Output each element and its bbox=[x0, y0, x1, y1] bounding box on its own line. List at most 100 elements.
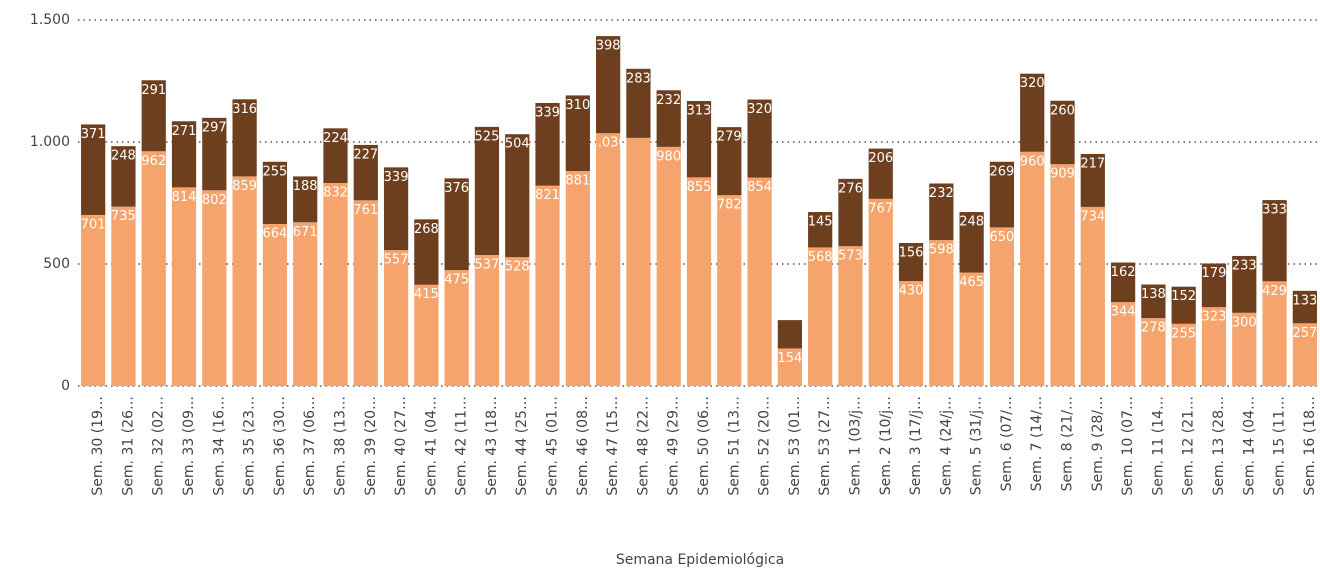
data-label: 528 bbox=[505, 260, 530, 275]
data-label: 980 bbox=[656, 149, 681, 164]
bar-segment bbox=[202, 190, 227, 386]
bar-segment bbox=[505, 134, 530, 258]
data-label: 671 bbox=[293, 225, 318, 240]
bar-segment bbox=[1262, 200, 1287, 282]
x-tick-label: Sem. 4 (24/j… bbox=[938, 396, 954, 495]
x-tick-label: Sem. 50 (06… bbox=[696, 396, 712, 496]
x-tick-label: Sem. 14 (04… bbox=[1241, 396, 1257, 496]
bar-segment bbox=[1020, 151, 1045, 386]
x-tick-label: Sem. 53 (01… bbox=[787, 396, 803, 496]
bar-segment bbox=[232, 176, 257, 386]
data-label: 278 bbox=[1141, 321, 1166, 336]
bar-segment bbox=[353, 200, 378, 386]
data-label: 217 bbox=[1080, 156, 1105, 171]
bar-segment bbox=[959, 272, 984, 386]
data-label: 333 bbox=[1262, 203, 1287, 218]
bar-segment bbox=[141, 151, 166, 386]
x-tick-label: Sem. 1 (03/j… bbox=[847, 396, 863, 495]
data-label: 257 bbox=[1292, 326, 1317, 341]
x-tick-label: Sem. 42 (11… bbox=[454, 396, 470, 496]
bar-segment bbox=[81, 214, 106, 386]
bar-segment bbox=[777, 348, 802, 386]
bar-segment bbox=[1171, 286, 1196, 324]
bar-segment bbox=[626, 137, 651, 386]
bar-segment bbox=[323, 128, 348, 183]
x-tick-label: Sem. 2 (10/j… bbox=[878, 396, 894, 495]
bar-segment bbox=[1080, 153, 1105, 207]
bar-segment bbox=[747, 99, 772, 178]
data-label: 430 bbox=[899, 284, 924, 299]
data-label: 269 bbox=[990, 164, 1015, 179]
bar-segment bbox=[656, 90, 681, 147]
data-label: 664 bbox=[262, 226, 287, 241]
bar-segment bbox=[444, 178, 469, 271]
bar-segment bbox=[111, 206, 136, 386]
bar-segment bbox=[808, 247, 833, 386]
data-label: 859 bbox=[232, 179, 257, 194]
x-tick-label: Sem. 51 (13… bbox=[726, 396, 742, 496]
data-label: 339 bbox=[535, 105, 560, 120]
x-tick-label: Sem. 12 (21… bbox=[1181, 396, 1197, 496]
data-label: 734 bbox=[1080, 209, 1105, 224]
data-label: 376 bbox=[444, 181, 469, 196]
bar-segment bbox=[1141, 284, 1166, 319]
bar-segment bbox=[474, 254, 500, 386]
data-label: 320 bbox=[1020, 76, 1045, 91]
bar-segment bbox=[868, 198, 893, 386]
x-tick-label: Sem. 36 (30… bbox=[272, 396, 288, 496]
data-label: 224 bbox=[323, 131, 348, 146]
data-label: 398 bbox=[596, 39, 621, 54]
bar-segment bbox=[111, 146, 136, 207]
data-label: 504 bbox=[505, 137, 530, 152]
x-tick-label: Sem. 43 (18… bbox=[484, 396, 500, 496]
bar-segment bbox=[202, 117, 227, 191]
x-tick-label: Sem. 40 (27… bbox=[393, 396, 409, 496]
data-label: 316 bbox=[232, 102, 257, 117]
data-label: 761 bbox=[353, 203, 378, 218]
bar-segment bbox=[1232, 255, 1257, 313]
x-tick-label: Sem. 53 (27… bbox=[817, 396, 833, 496]
data-label: 179 bbox=[1202, 266, 1227, 281]
data-label: 962 bbox=[141, 154, 166, 169]
data-label: 855 bbox=[687, 180, 712, 195]
bar-segment bbox=[686, 101, 712, 178]
data-label: 227 bbox=[353, 147, 378, 162]
x-tick-label: Sem. 15 (11… bbox=[1272, 396, 1288, 496]
bar-segment bbox=[596, 133, 621, 386]
data-label: 279 bbox=[717, 130, 742, 145]
x-tick-label: Sem. 46 (08… bbox=[575, 396, 591, 496]
data-label: 429 bbox=[1262, 284, 1287, 299]
data-label: 782 bbox=[717, 198, 742, 213]
y-tick-label: 1.000 bbox=[30, 134, 70, 150]
data-label: 415 bbox=[414, 287, 439, 302]
x-tick-label: Sem. 44 (25… bbox=[514, 396, 530, 496]
bar-segment bbox=[929, 183, 954, 241]
x-tick-label: Sem. 31 (26… bbox=[120, 396, 136, 496]
bar-segment bbox=[232, 99, 257, 177]
data-label: 909 bbox=[1050, 167, 1075, 182]
data-label: 960 bbox=[1020, 154, 1045, 169]
data-label: 154 bbox=[777, 351, 802, 366]
bar-segment bbox=[747, 177, 772, 386]
bar-segment bbox=[1201, 263, 1227, 308]
bar-segment bbox=[293, 176, 318, 223]
x-tick-label: Sem. 32 (02… bbox=[151, 396, 167, 496]
x-axis-title: Semana Epidemiológica bbox=[616, 552, 784, 568]
data-label: 156 bbox=[899, 246, 924, 261]
bar-segment bbox=[444, 270, 469, 386]
x-tick-label: Sem. 35 (23… bbox=[242, 396, 258, 496]
data-label: 283 bbox=[626, 71, 651, 86]
x-tick-label: Sem. 34 (16… bbox=[211, 396, 227, 496]
bar-segment bbox=[474, 126, 500, 255]
data-label: 814 bbox=[172, 190, 197, 205]
bar-segment bbox=[1110, 262, 1136, 303]
bar-segment bbox=[656, 146, 681, 386]
data-label: 802 bbox=[202, 193, 227, 208]
x-tick-label: Sem. 33 (09… bbox=[181, 396, 197, 496]
x-tick-label: Sem. 11 (14… bbox=[1150, 396, 1166, 496]
bar-segment bbox=[1292, 290, 1317, 324]
x-tick-label: Sem. 3 (17/j… bbox=[908, 396, 924, 495]
bar-segment bbox=[989, 161, 1015, 228]
data-label: 233 bbox=[1232, 258, 1257, 273]
data-label: 598 bbox=[929, 243, 954, 258]
